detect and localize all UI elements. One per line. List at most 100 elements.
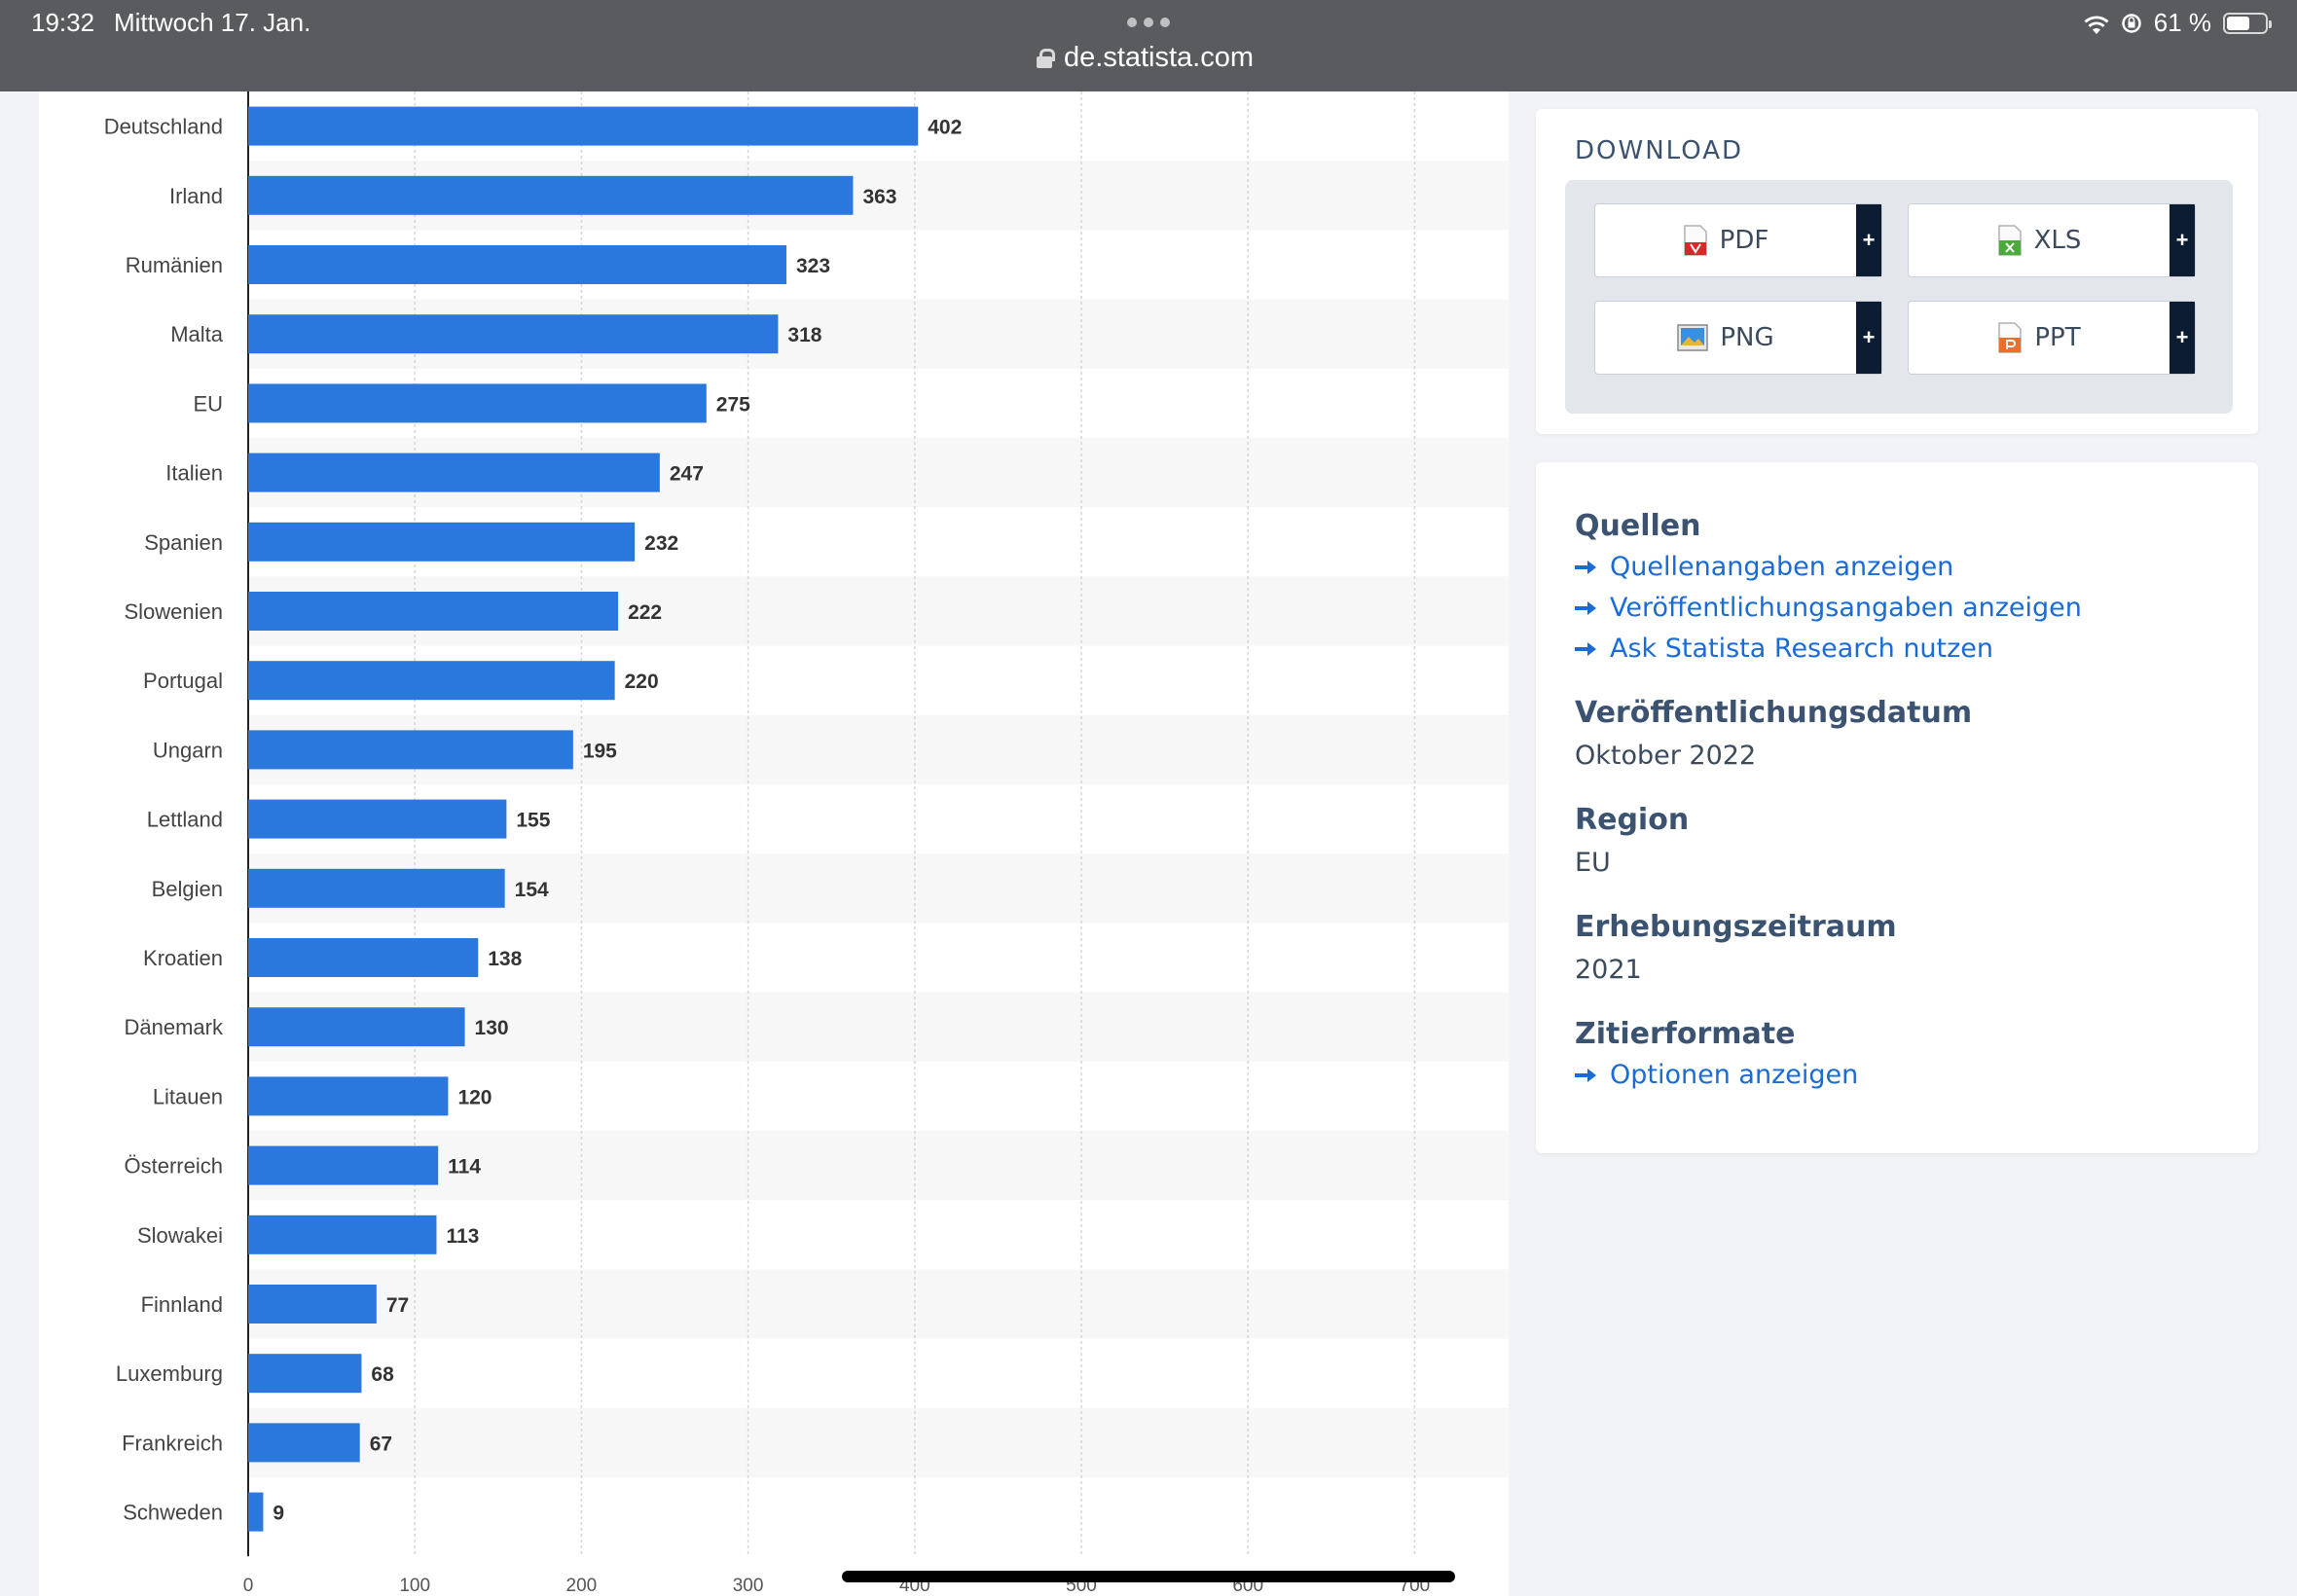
download-title: DOWNLOAD bbox=[1575, 136, 1744, 165]
region-heading: Region bbox=[1575, 803, 1690, 837]
bar bbox=[248, 661, 615, 701]
plus-icon[interactable]: + bbox=[2169, 204, 2195, 276]
citation-options-link[interactable]: Optionen anzeigen bbox=[1575, 1060, 1858, 1090]
status-indicators: 61 % bbox=[2084, 8, 2272, 38]
bar bbox=[248, 1354, 362, 1394]
info-panel: Quellen Quellenangaben anzeigen Veröffen… bbox=[1536, 462, 2258, 1153]
x-tick-label: 300 bbox=[733, 1576, 764, 1596]
battery-percent: 61 % bbox=[2153, 8, 2211, 37]
data-label: 363 bbox=[862, 186, 896, 208]
bar-chart: 01002003004005006007008009001.0001.100De… bbox=[104, 91, 1509, 1596]
category-label: Finnland bbox=[141, 1292, 223, 1317]
row-band bbox=[248, 1131, 1509, 1201]
data-label: 220 bbox=[625, 671, 659, 693]
png-file-icon bbox=[1677, 324, 1709, 351]
bar bbox=[248, 1007, 465, 1047]
ask-research-link[interactable]: Ask Statista Research nutzen bbox=[1575, 634, 1993, 664]
pdf-file-icon bbox=[1683, 225, 1707, 256]
data-label: 120 bbox=[457, 1086, 492, 1108]
citation-heading: Zitierformate bbox=[1575, 1017, 1796, 1051]
region-value: EU bbox=[1575, 848, 1611, 878]
address-bar[interactable]: de.statista.com bbox=[1037, 42, 1254, 74]
bar bbox=[248, 1423, 360, 1463]
plus-icon[interactable]: + bbox=[2169, 302, 2195, 374]
data-label: 9 bbox=[273, 1503, 284, 1525]
category-label: Lettland bbox=[147, 808, 223, 832]
wifi-icon bbox=[2084, 13, 2109, 34]
status-bar: 19:32 Mittwoch 17. Jan. de.statista.com … bbox=[0, 0, 2297, 91]
status-time: 19:32 bbox=[31, 8, 95, 37]
bar bbox=[248, 106, 919, 146]
survey-period-value: 2021 bbox=[1575, 955, 1642, 985]
data-label: 323 bbox=[796, 255, 830, 277]
row-band bbox=[248, 1407, 1509, 1477]
category-label: Rumänien bbox=[126, 253, 223, 277]
bar bbox=[248, 1285, 377, 1324]
arrow-right-icon bbox=[1575, 641, 1596, 656]
category-label: Slowenien bbox=[124, 599, 223, 624]
rotation-lock-icon bbox=[2121, 13, 2141, 33]
x-tick-label: 100 bbox=[399, 1576, 430, 1596]
category-label: Irland bbox=[169, 184, 223, 208]
publication-date-heading: Veröffentlichungsdatum bbox=[1575, 696, 1973, 730]
data-label: 318 bbox=[787, 324, 821, 346]
category-label: Malta bbox=[170, 322, 224, 346]
x-tick-label: 200 bbox=[566, 1576, 598, 1596]
arrow-right-icon bbox=[1575, 600, 1596, 615]
citation-options-link-label: Optionen anzeigen bbox=[1610, 1060, 1859, 1090]
bar bbox=[248, 1076, 449, 1116]
bar bbox=[248, 175, 854, 215]
bar bbox=[248, 453, 660, 492]
bar bbox=[248, 868, 505, 908]
lock-icon bbox=[1037, 48, 1055, 68]
ppt-file-icon bbox=[1998, 322, 2023, 353]
data-label: 195 bbox=[583, 740, 617, 762]
bar bbox=[248, 799, 507, 839]
download-pdf-button[interactable]: PDF + bbox=[1594, 203, 1882, 277]
chart-card: 01002003004005006007008009001.0001.100De… bbox=[39, 91, 1509, 1596]
publication-info-link-label: Veröffentlichungsangaben anzeigen bbox=[1610, 593, 2082, 623]
sources-heading: Quellen bbox=[1575, 509, 1701, 543]
category-label: Litauen bbox=[153, 1084, 223, 1108]
download-ppt-button[interactable]: PPT + bbox=[1908, 301, 2196, 375]
data-label: 67 bbox=[370, 1433, 392, 1455]
download-png-button[interactable]: PNG + bbox=[1594, 301, 1882, 375]
bar bbox=[248, 245, 786, 284]
data-label: 222 bbox=[628, 601, 662, 624]
category-label: Slowakei bbox=[137, 1223, 223, 1248]
bar bbox=[248, 730, 573, 770]
category-label: Österreich bbox=[125, 1154, 223, 1179]
more-dots-icon[interactable] bbox=[1127, 18, 1170, 27]
home-indicator[interactable] bbox=[842, 1571, 1455, 1582]
category-label: Schweden bbox=[123, 1501, 223, 1525]
data-label: 113 bbox=[446, 1225, 479, 1248]
bar bbox=[248, 383, 707, 423]
data-label: 247 bbox=[670, 463, 704, 486]
category-label: Kroatien bbox=[143, 946, 223, 970]
data-label: 275 bbox=[716, 393, 750, 416]
category-label: Belgien bbox=[152, 877, 223, 901]
bar bbox=[248, 522, 636, 562]
battery-icon bbox=[2223, 12, 2272, 34]
plus-icon[interactable]: + bbox=[1856, 204, 1881, 276]
download-xls-button[interactable]: XLS + bbox=[1908, 203, 2196, 277]
download-panel: DOWNLOAD PDF + XLS + bbox=[1536, 109, 2258, 434]
download-pdf-label: PDF bbox=[1719, 226, 1769, 255]
bar bbox=[248, 1492, 264, 1532]
data-label: 232 bbox=[644, 532, 678, 555]
category-label: Luxemburg bbox=[116, 1361, 223, 1386]
category-label: Spanien bbox=[144, 530, 223, 555]
category-label: Frankreich bbox=[122, 1431, 223, 1455]
sources-link[interactable]: Quellenangaben anzeigen bbox=[1575, 552, 1953, 582]
category-label: Portugal bbox=[143, 669, 223, 693]
ask-research-link-label: Ask Statista Research nutzen bbox=[1610, 634, 1994, 664]
category-label: EU bbox=[193, 391, 223, 416]
plus-icon[interactable]: + bbox=[1856, 302, 1881, 374]
arrow-right-icon bbox=[1575, 1068, 1596, 1082]
download-ppt-label: PPT bbox=[2034, 323, 2081, 352]
category-label: Dänemark bbox=[125, 1015, 224, 1039]
data-label: 130 bbox=[475, 1017, 509, 1039]
publication-info-link[interactable]: Veröffentlichungsangaben anzeigen bbox=[1575, 593, 2082, 623]
category-label: Italien bbox=[165, 461, 223, 486]
survey-period-heading: Erhebungszeitraum bbox=[1575, 910, 1897, 944]
